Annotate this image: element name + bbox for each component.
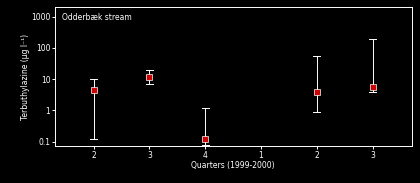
Y-axis label: Terbuthylazine (µg l⁻¹): Terbuthylazine (µg l⁻¹) xyxy=(21,34,30,120)
Text: Odderbæk stream: Odderbæk stream xyxy=(62,13,131,22)
X-axis label: Quarters (1999-2000): Quarters (1999-2000) xyxy=(191,161,275,170)
